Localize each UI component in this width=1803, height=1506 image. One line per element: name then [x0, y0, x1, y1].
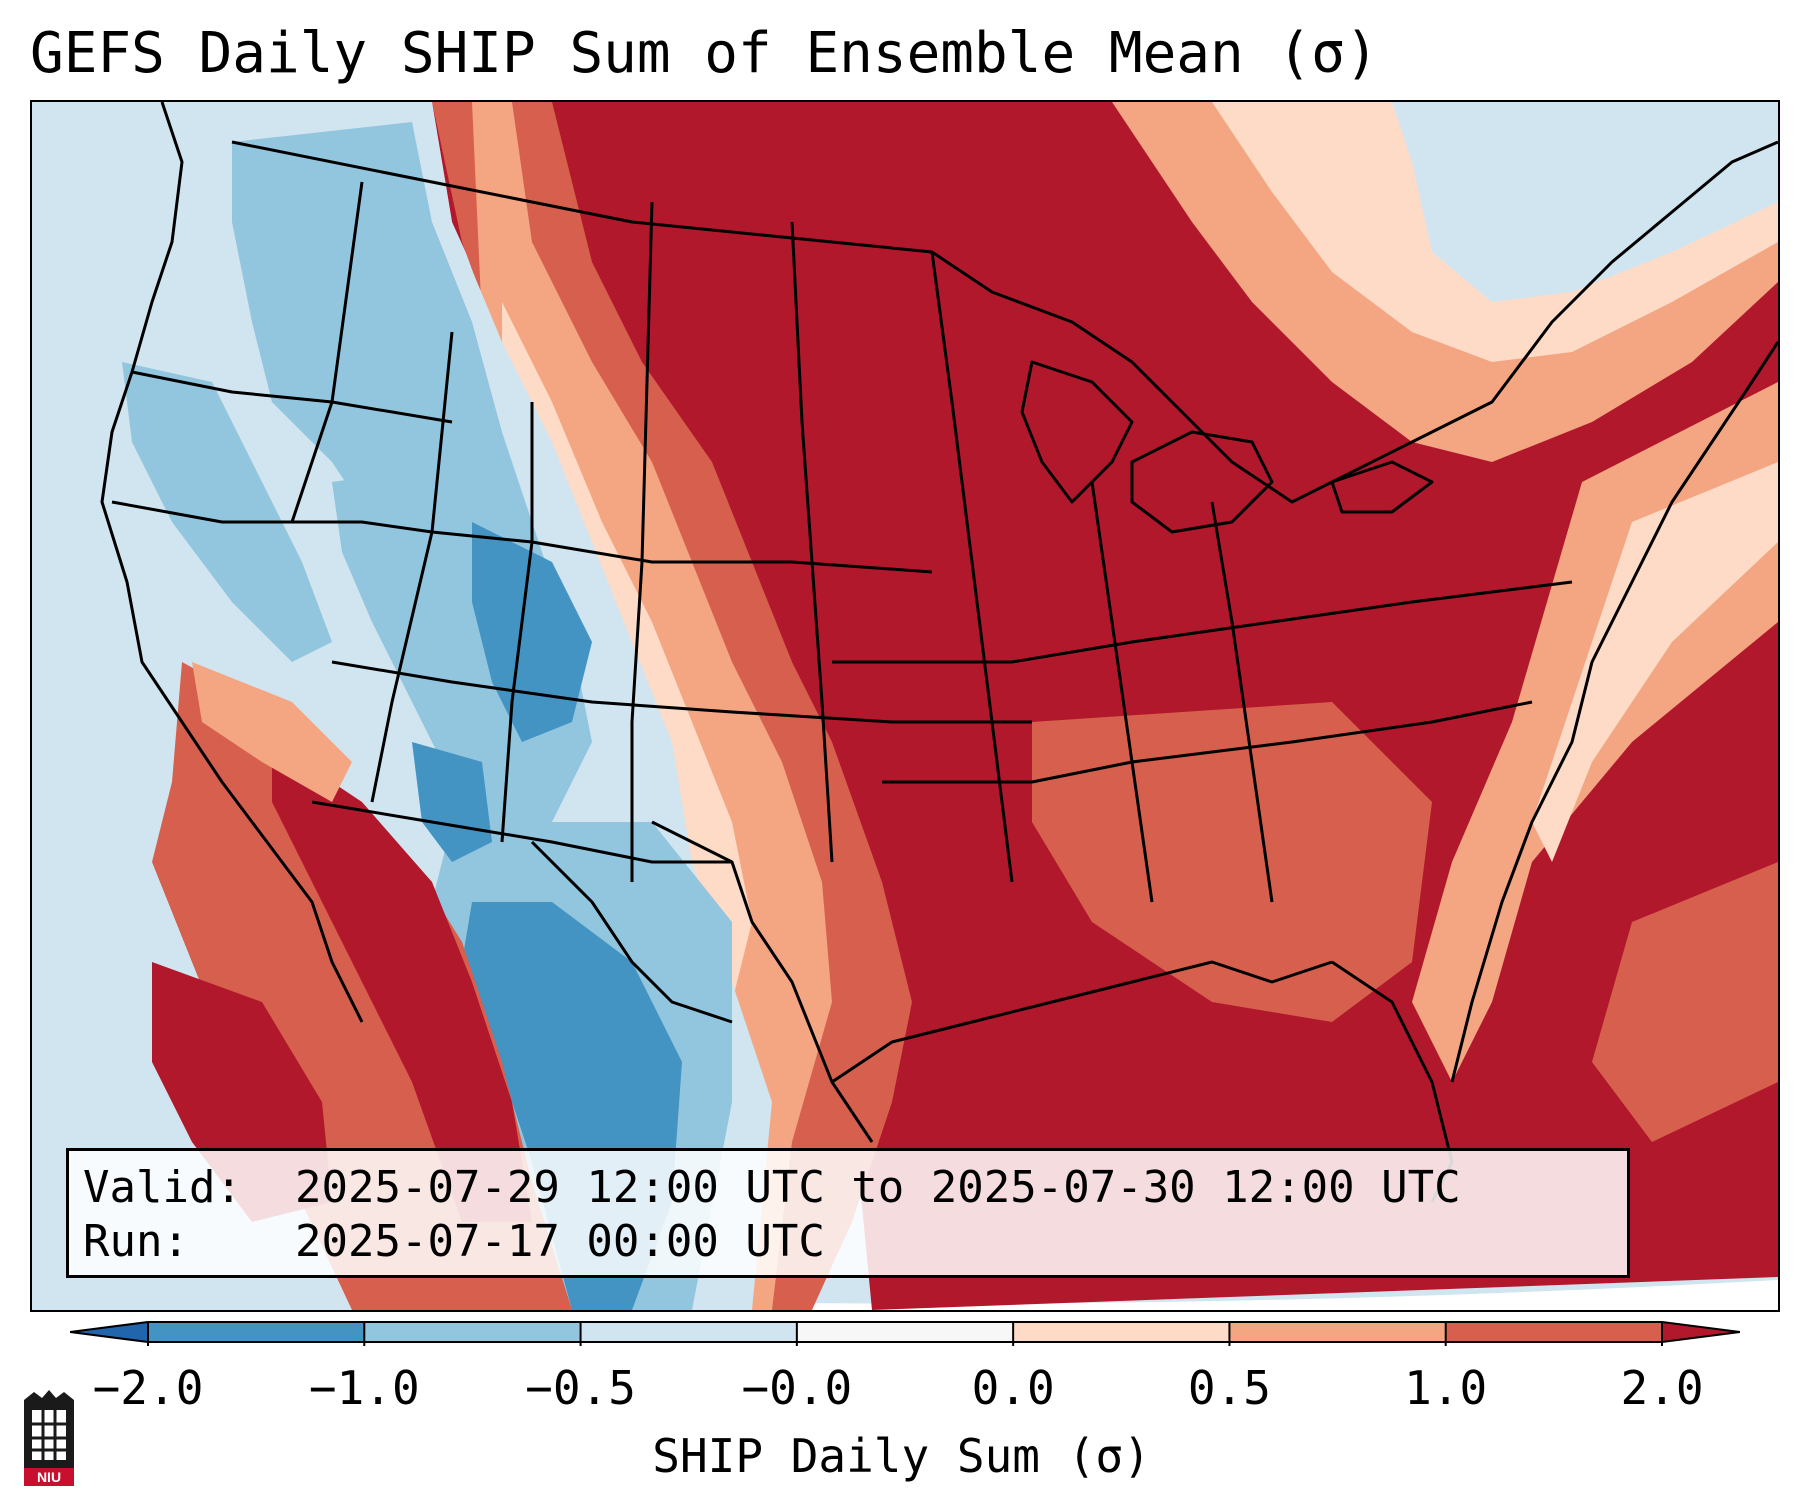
colorbar-segment: [796, 1322, 1014, 1342]
appalachian-line: [1210, 501, 1274, 903]
southern-state-line: [311, 800, 732, 864]
valid-label: Valid:: [83, 1162, 242, 1213]
pacific-coastline: [100, 102, 364, 1023]
mississippi-line: [930, 251, 1014, 883]
atlantic-coastline: [1450, 341, 1778, 1083]
region-light-blue-california: [122, 362, 332, 662]
map-title: GEFS Daily SHIP Sum of Ensemble Mean (σ): [30, 21, 1379, 86]
great-plains-line: [630, 201, 654, 882]
colorbar: [70, 1321, 1740, 1346]
colorbar-tick-label: 0.5: [1187, 1361, 1271, 1415]
colorbar-tick-label: −0.0: [741, 1361, 853, 1415]
colorbar-segment: [148, 1322, 365, 1342]
colorbar-segment: [1013, 1322, 1230, 1342]
region-red-southeast: [1032, 702, 1432, 1022]
colorbar-tick-label: −1.0: [308, 1361, 420, 1415]
colorbar-segment: [580, 1322, 798, 1342]
lake-ontario: [1330, 460, 1434, 514]
rio-grande: [530, 840, 733, 1024]
colorbar-segment: [364, 1322, 582, 1342]
texas-border: [651, 820, 874, 1143]
run-value: 2025-07-17 00:00 UTC: [295, 1216, 825, 1267]
oregon-washington-line: [131, 370, 453, 424]
colorbar-segments: [148, 1322, 1663, 1342]
colorbar-tick-label: −0.5: [525, 1361, 636, 1415]
colorbar-segment: [1229, 1322, 1447, 1342]
colorbar-tick-label: 1.0: [1404, 1361, 1488, 1415]
region-blue-arizona: [412, 742, 492, 862]
region-peach-atlantic: [1532, 462, 1778, 862]
lake-michigan: [1020, 360, 1134, 504]
colorbar-tick-label: 2.0: [1620, 1361, 1704, 1415]
ohio-valley-line: [1090, 481, 1154, 903]
niu-logo: NIU: [24, 1390, 74, 1486]
region-pale-blue-northeast: [1392, 102, 1778, 302]
logo-banner: [24, 1468, 74, 1486]
valid-run-info-box: Valid: 2025-07-29 12:00 UTC to 2025-07-3…: [66, 1148, 1630, 1278]
ship-anomaly-map: [32, 102, 1778, 1310]
run-row: Run: 2025-07-17 00:00 UTC: [83, 1215, 1613, 1269]
colorbar-extend-high: [1662, 1322, 1740, 1342]
gulf-coastline: [831, 960, 1333, 1084]
colorbar-extend-low: [70, 1322, 148, 1342]
utah-colorado-line: [500, 402, 534, 843]
idaho-line: [290, 181, 364, 523]
valid-value: 2025-07-29 12:00 UTC to 2025-07-30 12:00…: [295, 1162, 1461, 1213]
logo-text: NIU: [37, 1469, 61, 1485]
region-red-offshore: [1592, 862, 1778, 1142]
lake-huron-erie: [1130, 430, 1274, 534]
central-state-line: [331, 660, 1032, 724]
northern-state-line: [111, 500, 933, 574]
dakotas-line: [790, 221, 834, 863]
canada-border-east: [1170, 140, 1778, 504]
southeast-state-line: [882, 700, 1533, 784]
run-label: Run:: [83, 1216, 189, 1267]
colorbar-tick-label: 0.0: [971, 1361, 1055, 1415]
colorbar-label: SHIP Daily Sum (σ): [652, 1429, 1151, 1483]
colorbar-tick-label: −2.0: [92, 1361, 204, 1415]
valid-row: Valid: 2025-07-29 12:00 UTC to 2025-07-3…: [83, 1161, 1613, 1215]
nevada-utah-line: [370, 331, 454, 803]
region-salmon-socal: [192, 662, 352, 802]
region-blue-colorado: [472, 522, 592, 742]
state-boundaries: [100, 102, 1778, 1203]
mid-east-state-line: [832, 580, 1573, 664]
colorbar-segment: [1445, 1322, 1663, 1342]
map-panel: [30, 100, 1780, 1312]
region-deep-red-mexico: [272, 742, 532, 1222]
